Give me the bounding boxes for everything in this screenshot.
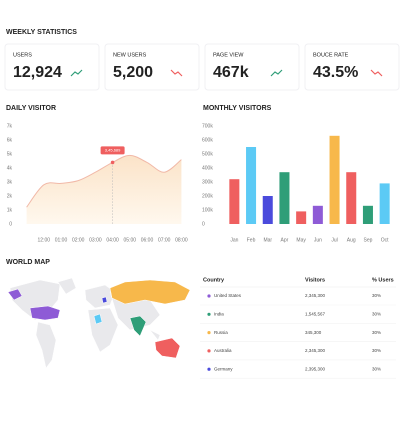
y-tick-label: 700k [202,123,213,129]
table-cell: 30% [372,366,381,371]
stat-value: 43.5% [313,64,358,81]
table-cell: United States [214,293,242,298]
y-tick-label: 400k [202,165,213,171]
y-tick-label: 100k [202,207,213,213]
table-cell: 2,395,300 [305,366,326,371]
y-tick-label: 300k [202,179,213,185]
area [26,155,182,224]
stat-value: 467k [213,64,249,81]
table-cell: Russia [214,330,228,335]
bar [312,205,323,224]
table-cell: 2,345,300 [305,348,326,353]
stat-card [204,43,300,91]
column-header: % Users [372,277,394,283]
bar [262,196,273,224]
country-dot [207,367,211,371]
x-tick-label: 12:00 [38,237,51,243]
country-dot [207,349,211,353]
stat-label: BOUCE RATE [313,52,349,58]
chart-title: DAILY VISITOR [6,105,56,112]
y-tick-label: 0 [202,221,205,227]
x-tick-label: 02:00 [72,237,85,243]
x-tick-label: 05:00 [124,237,137,243]
table-cell: 30% [372,330,381,335]
bar [346,172,357,224]
y-tick-label: 0 [9,221,12,227]
stat-card [4,43,100,91]
chart-title: MONTHLY VISITORS [203,105,272,112]
y-tick-label: 4k [7,165,13,171]
table-cell: 30% [372,293,381,298]
table-cell: 2,345,300 [305,293,326,298]
country-dot [207,312,211,316]
stat-value: 12,924 [13,64,62,81]
stat-label: NEW USERS [113,52,147,58]
country-dot [207,331,211,335]
stat-card [104,43,200,91]
column-header: Country [203,277,225,283]
x-tick-label: Jan [230,237,238,243]
x-tick-label: 06:00 [141,237,154,243]
x-tick-label: 07:00 [158,237,171,243]
trend-icon [70,69,83,77]
y-tick-label: 3k [7,179,13,185]
table-cell: 1,545,567 [305,311,326,316]
x-tick-label: May [296,237,306,243]
annotation-point [110,160,115,165]
trend-icon [370,69,383,77]
trend-icon [270,69,283,77]
y-tick-label: 1k [7,207,13,213]
y-tick-label: 200k [202,193,213,199]
x-tick-label: Feb [247,237,256,243]
x-tick-label: Sep [363,237,372,243]
stat-label: USERS [13,52,32,58]
trend-icon [170,69,183,77]
tooltip-text: 3,45,689 [105,147,121,152]
world-map [7,277,191,369]
table-cell: 30% [372,311,381,316]
x-tick-label: 01:00 [55,237,68,243]
bar [229,179,240,224]
x-tick-label: 08:00 [175,237,188,243]
stat-card [304,43,400,91]
section-title: WEEKLY STATISTICS [6,29,77,36]
x-tick-label: 04:00 [106,237,119,243]
bar [246,147,257,224]
y-tick-label: 5k [7,151,13,157]
x-tick-label: Apr [281,237,289,243]
x-tick-label: Jul [331,237,337,243]
y-tick-label: 600k [202,137,213,143]
bar [362,205,373,224]
bar [329,135,340,224]
stat-value: 5,200 [113,64,153,81]
tooltip [100,146,125,155]
table-cell: India [214,311,224,316]
stat-label: PAGE VIEW [213,52,244,58]
bar [279,172,290,224]
x-tick-label: Aug [347,237,356,243]
y-tick-label: 2k [7,193,13,199]
table-cell: 30% [372,348,381,353]
section-title: WORLD MAP [6,259,50,266]
stat-cards: USERS 12,924 NEW USERS 5,200 PAGE VIEW 467k BO… [4,43,400,91]
country-table: Country Visitors % Users United States 2,345… [200,277,396,379]
x-tick-label: 03:00 [89,237,102,243]
y-tick-label: 7k [7,123,13,129]
bar [379,183,390,224]
table-cell: Australia [214,348,232,353]
table-cell: Germany [214,366,233,371]
x-tick-label: Jun [314,237,322,243]
table-cell: 345,300 [305,330,322,335]
y-tick-label: 500k [202,151,213,157]
bar [296,211,307,224]
country-dot [207,294,211,298]
x-tick-label: Oct [381,237,389,243]
line [26,154,182,208]
y-tick-label: 6k [7,137,13,143]
column-header: Visitors [305,277,325,283]
x-tick-label: Mar [263,237,272,243]
